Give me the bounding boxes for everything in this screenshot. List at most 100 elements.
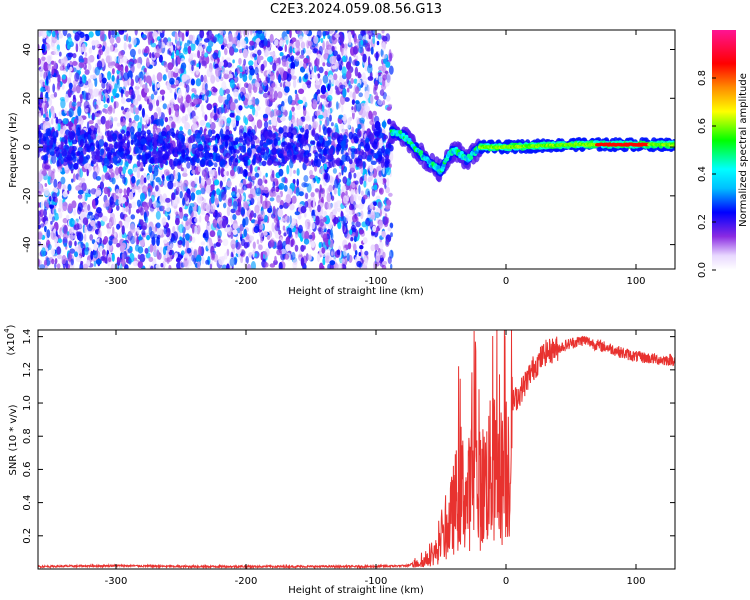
heatmap-noise-cell xyxy=(68,108,74,118)
heatmap-noise-cell xyxy=(375,51,379,62)
heatmap-noise-cell xyxy=(273,161,278,167)
heatmap-noise-cell xyxy=(101,174,105,182)
heatmap-noise-cell xyxy=(171,192,176,201)
heatmap-noise-cell xyxy=(183,194,189,202)
heatmap-noise-cell xyxy=(354,66,359,77)
heatmap-noise-cell xyxy=(41,169,47,176)
heatmap-noise-cell xyxy=(220,61,224,67)
heatmap-noise-cell xyxy=(148,164,153,173)
heatmap-noise-cell xyxy=(134,89,140,96)
heatmap-noise-cell xyxy=(175,211,179,216)
heatmap-noise-cell xyxy=(41,43,46,54)
heatmap-noise-cell xyxy=(153,166,159,177)
heatmap-noise-cell xyxy=(328,239,331,246)
heatmap-noise-cell xyxy=(88,189,91,195)
heatmap-noise-cell xyxy=(156,83,161,89)
heatmap-noise-cell xyxy=(51,65,55,76)
heatmap-noise-cell xyxy=(112,226,115,235)
heatmap-noise-cell xyxy=(206,45,212,52)
heatmap-noise-cell xyxy=(177,68,184,74)
heatmap-noise-cell xyxy=(96,149,101,157)
heatmap-noise-cell xyxy=(192,117,197,124)
heatmap-noise-cell xyxy=(62,30,68,37)
heatmap-noise-cell xyxy=(314,74,318,83)
heatmap-noise-cell xyxy=(127,43,132,48)
heatmap-noise-cell xyxy=(357,203,364,210)
heatmap-noise-cell xyxy=(203,74,207,83)
heatmap-noise-cell xyxy=(208,160,212,166)
heatmap-noise-cell xyxy=(353,243,357,252)
heatmap-noise-cell xyxy=(132,37,137,46)
heatmap-noise-cell xyxy=(348,209,353,216)
heatmap-noise-cell xyxy=(167,62,174,71)
heatmap-noise-cell xyxy=(322,30,327,37)
heatmap-noise-cell xyxy=(272,147,277,154)
heatmap-noise-cell xyxy=(200,53,205,61)
heatmap-noise-cell xyxy=(60,176,66,185)
heatmap-noise-cell xyxy=(300,49,305,56)
heatmap-noise-cell xyxy=(116,223,121,230)
heatmap-noise-cell xyxy=(332,50,338,57)
heatmap-noise-cell xyxy=(131,201,137,209)
heatmap-noise-cell xyxy=(379,179,384,184)
heatmap-noise-cell xyxy=(289,110,292,120)
heatmap-noise-cell xyxy=(89,82,94,90)
heatmap-noise-cell xyxy=(186,247,192,254)
heatmap-noise-cell xyxy=(224,135,230,140)
heatmap-noise-cell xyxy=(196,194,203,204)
heatmap-noise-cell xyxy=(174,146,178,153)
heatmap-noise-cell xyxy=(291,127,298,136)
heatmap-noise-cell xyxy=(133,234,137,242)
heatmap-noise-cell xyxy=(355,116,360,125)
heatmap-noise-cell xyxy=(48,98,53,107)
heatmap-noise-cell xyxy=(84,52,88,57)
heatmap-noise-cell xyxy=(39,68,45,74)
heatmap-noise-cell xyxy=(51,43,56,51)
heatmap-noise-cell xyxy=(173,153,179,158)
heatmap-noise-cell xyxy=(128,257,132,265)
heatmap-noise-cell xyxy=(79,139,85,147)
heatmap-noise-cell xyxy=(312,99,318,109)
heatmap-noise-cell xyxy=(298,35,304,42)
heatmap-noise-cell xyxy=(276,249,282,256)
heatmap-noise-cell xyxy=(294,228,299,239)
heatmap-noise-cell xyxy=(245,30,251,34)
heatmap-noise-cell xyxy=(213,243,217,248)
heatmap-noise-cell xyxy=(299,60,303,69)
heatmap-noise-cell xyxy=(360,39,364,46)
heatmap-noise-cell xyxy=(99,181,104,190)
heatmap-noise-cell xyxy=(153,140,158,148)
heatmap-noise-cell xyxy=(45,38,51,44)
heatmap-noise-cell xyxy=(300,244,305,252)
heatmap-noise-cell xyxy=(54,197,58,203)
heatmap-noise-cell xyxy=(128,35,132,43)
heatmap-noise-cell xyxy=(58,33,63,39)
heatmap-noise-cell xyxy=(95,112,101,118)
heatmap-noise-cell xyxy=(136,154,140,160)
heatmap-noise-cell xyxy=(49,195,52,202)
heatmap-noise-cell xyxy=(146,129,151,135)
heatmap-noise-cell xyxy=(377,201,382,209)
heatmap-noise-cell xyxy=(242,48,249,59)
heatmap-noise-cell xyxy=(264,50,269,57)
heatmap-noise-cell xyxy=(43,114,46,119)
heatmap-noise-cell xyxy=(258,244,263,251)
heatmap-noise-cell xyxy=(362,53,367,63)
heatmap-noise-cell xyxy=(304,212,307,218)
heatmap-noise-cell xyxy=(189,217,193,226)
heatmap-noise-cell xyxy=(236,192,240,198)
heatmap-noise-cell xyxy=(137,246,144,254)
heatmap-noise-cell xyxy=(198,95,203,99)
heatmap-noise-cell xyxy=(318,168,322,174)
heatmap-noise-cell xyxy=(348,38,352,46)
heatmap-noise-cell xyxy=(272,205,276,215)
heatmap-noise-cell xyxy=(124,201,128,207)
heatmap-noise-cell xyxy=(84,69,90,75)
heatmap-noise-cell xyxy=(136,160,141,167)
heatmap-noise-cell xyxy=(216,188,221,196)
heatmap-noise-cell xyxy=(347,117,351,125)
heatmap-noise-cell xyxy=(172,231,179,241)
heatmap-noise-cell xyxy=(234,158,238,163)
heatmap-noise-cell xyxy=(81,193,86,202)
heatmap-noise-cell xyxy=(243,228,247,238)
